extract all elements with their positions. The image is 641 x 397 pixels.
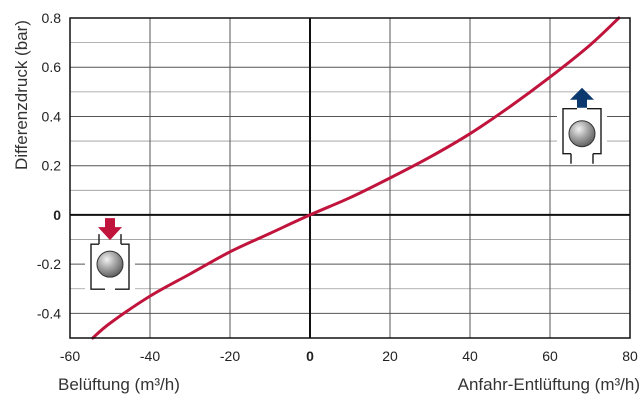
- y-tick-label: 0.2: [42, 158, 62, 174]
- y-axis-label: Differenzdruck (bar): [12, 20, 31, 170]
- major-gridlines: [70, 18, 630, 338]
- arrow-down-icon: [98, 218, 122, 241]
- valve-housing: [90, 234, 130, 290]
- x-axis-label-left: Belüftung (m³/h): [58, 375, 180, 394]
- series-layer: [91, 16, 621, 340]
- x-tick-label: 20: [382, 348, 398, 364]
- x-tick-label: 60: [542, 348, 558, 364]
- x-axis-label-right: Anfahr-Entlüftung (m³/h): [458, 375, 640, 394]
- y-tick-label: 0.4: [42, 108, 62, 124]
- x-tick-label: -40: [140, 348, 160, 364]
- x-tick-label: -20: [220, 348, 240, 364]
- zero-axes: [70, 18, 630, 338]
- y-tick-label: -0.2: [37, 256, 61, 272]
- x-tick-label: 40: [462, 348, 478, 364]
- valve-housing: [562, 107, 602, 164]
- plot-frame: [69, 17, 631, 339]
- x-tick-label: 0: [306, 348, 314, 364]
- y-tick-label: -0.4: [37, 305, 61, 321]
- valve-venting-icon: [557, 87, 607, 164]
- valve-ventilation-icon: [85, 218, 135, 294]
- x-tick-labels: -60 -40 -20 0 20 40 60 80: [60, 348, 638, 364]
- valve-ball: [568, 120, 596, 148]
- y-tick-label: 0: [53, 207, 61, 223]
- x-tick-label: 80: [622, 348, 638, 364]
- y-tick-labels: 0.8 0.6 0.4 0.2 0 -0.2 -0.4: [37, 10, 61, 321]
- x-tick-label: -60: [60, 348, 80, 364]
- series-line: [91, 16, 621, 340]
- icon-layer: [85, 87, 607, 294]
- y-tick-label: 0.6: [42, 59, 62, 75]
- y-tick-label: 0.8: [42, 10, 62, 26]
- valve-ball: [96, 250, 124, 278]
- arrow-up-icon: [570, 87, 594, 108]
